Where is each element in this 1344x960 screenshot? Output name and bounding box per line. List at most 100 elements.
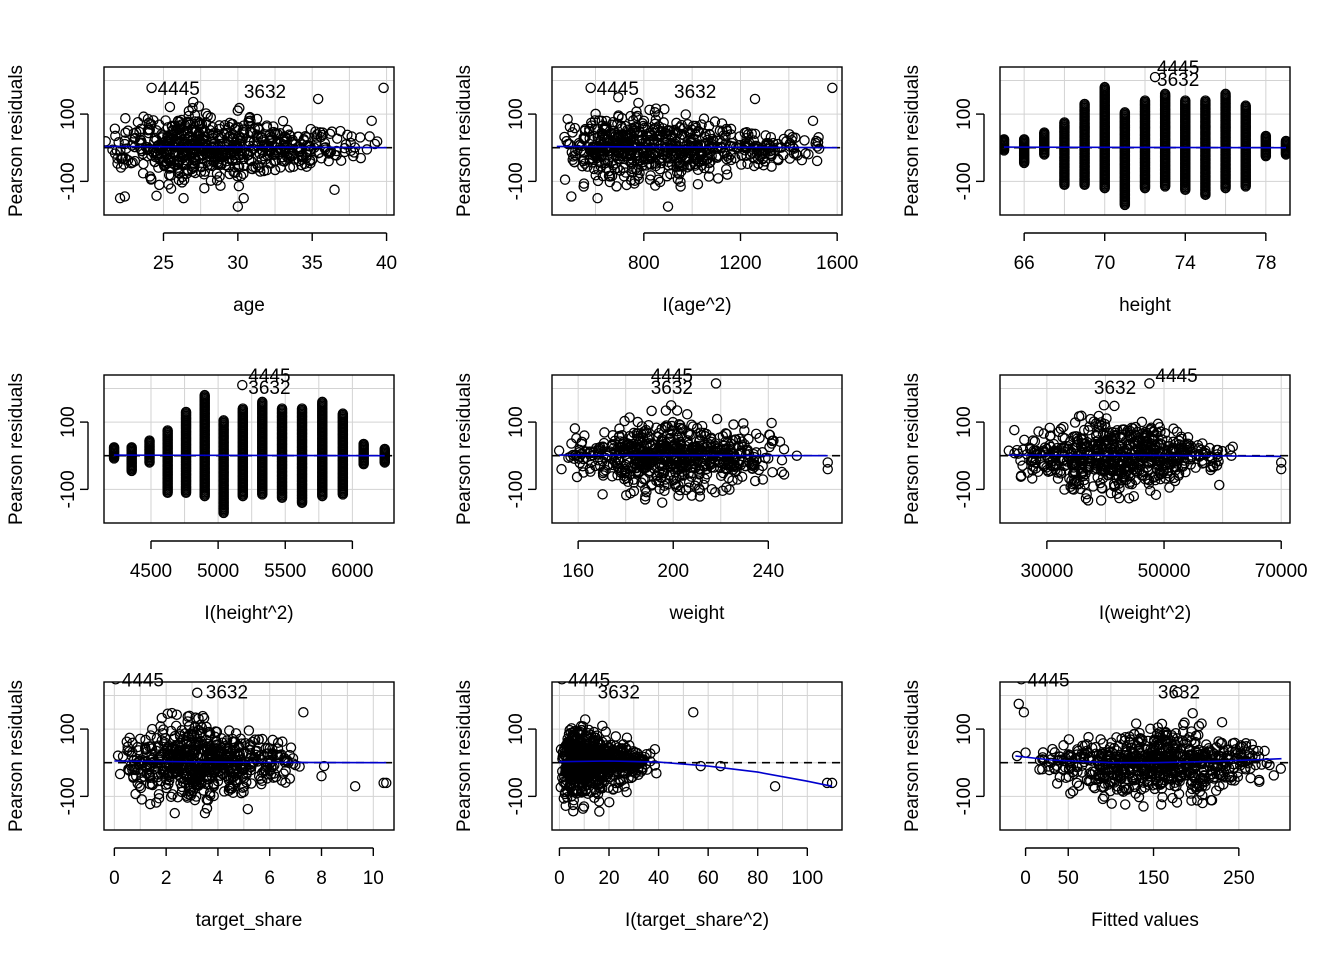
data-point xyxy=(647,439,658,450)
data-point xyxy=(197,126,209,138)
data-point xyxy=(733,143,744,154)
data-point xyxy=(597,489,608,500)
data-point xyxy=(219,119,231,131)
data-point xyxy=(270,155,281,167)
data-point xyxy=(1058,421,1069,433)
data-point xyxy=(611,133,623,144)
data-point xyxy=(1084,446,1095,458)
data-point xyxy=(274,127,286,139)
data-point xyxy=(151,190,162,202)
data-point xyxy=(682,154,693,165)
data-point xyxy=(1212,451,1223,463)
data-point xyxy=(192,774,203,785)
data-point xyxy=(583,126,595,137)
point-label: 3632 xyxy=(248,378,290,399)
data-point xyxy=(173,174,185,186)
data-point xyxy=(287,134,298,146)
data-point xyxy=(1106,465,1118,477)
data-point xyxy=(1173,470,1184,481)
data-point xyxy=(132,741,143,753)
data-point xyxy=(1078,433,1089,444)
data-point xyxy=(562,113,573,125)
data-point xyxy=(238,168,249,180)
outlier-point xyxy=(1149,71,1161,83)
data-point xyxy=(766,150,777,162)
outlier-point xyxy=(807,115,819,127)
data-point xyxy=(1067,483,1078,495)
data-point xyxy=(569,423,581,434)
data-point xyxy=(220,149,232,160)
data-point xyxy=(280,765,291,777)
data-point xyxy=(287,758,299,769)
data-point xyxy=(722,169,733,180)
data-point xyxy=(165,157,177,169)
data-point xyxy=(261,164,273,176)
data-point xyxy=(1053,447,1064,458)
data-point xyxy=(671,405,683,416)
data-point xyxy=(1077,467,1089,478)
data-point xyxy=(748,448,759,460)
data-point xyxy=(603,170,615,182)
data-point xyxy=(755,151,766,162)
x-tick-label: 74 xyxy=(1175,253,1197,274)
data-point xyxy=(1018,134,1030,145)
data-point xyxy=(266,131,277,143)
outlier-point xyxy=(378,82,389,94)
data-point xyxy=(705,156,716,167)
data-point xyxy=(590,170,601,181)
x-tick-label: 4500 xyxy=(130,561,172,582)
data-point xyxy=(811,155,823,167)
data-point xyxy=(559,174,571,185)
data-point xyxy=(563,452,574,463)
data-point xyxy=(1176,431,1187,442)
data-point xyxy=(721,482,732,493)
data-point xyxy=(706,484,718,495)
data-point xyxy=(148,115,159,126)
data-point xyxy=(717,467,729,479)
data-point xyxy=(1148,448,1159,460)
x-tick-label: 30 xyxy=(227,253,248,274)
data-point xyxy=(676,456,688,468)
data-point xyxy=(264,758,275,770)
data-point xyxy=(772,153,784,165)
data-point xyxy=(253,734,264,745)
data-point xyxy=(166,707,178,719)
data-point xyxy=(129,133,140,144)
data-point xyxy=(1085,413,1096,425)
data-point xyxy=(182,127,194,139)
data-point xyxy=(663,160,674,171)
data-point xyxy=(660,405,672,416)
data-point xyxy=(176,177,188,188)
outlier-point xyxy=(329,184,340,196)
data-point xyxy=(1057,432,1068,443)
data-point xyxy=(659,103,670,115)
data-point xyxy=(196,722,208,733)
data-point xyxy=(276,403,288,414)
data-point xyxy=(157,728,168,739)
data-point xyxy=(275,162,286,173)
data-point xyxy=(1200,95,1211,106)
point-label: 4445 xyxy=(1157,58,1199,79)
data-point xyxy=(245,115,256,127)
data-point xyxy=(228,133,239,145)
data-point xyxy=(765,145,777,156)
data-point xyxy=(1015,471,1027,482)
data-point xyxy=(585,144,597,155)
data-point xyxy=(666,457,677,469)
data-point xyxy=(1025,444,1036,455)
y-axis-label: Pearson residuals xyxy=(6,373,27,525)
data-point xyxy=(656,497,668,508)
data-point xyxy=(371,136,383,147)
data-point xyxy=(256,778,267,790)
data-point xyxy=(192,129,204,140)
data-point xyxy=(348,150,359,162)
data-point xyxy=(200,117,212,129)
data-point xyxy=(361,144,373,155)
data-point xyxy=(675,181,686,192)
data-point xyxy=(1039,127,1050,138)
data-point xyxy=(144,435,155,446)
data-point xyxy=(205,175,217,186)
data-point xyxy=(335,155,347,166)
